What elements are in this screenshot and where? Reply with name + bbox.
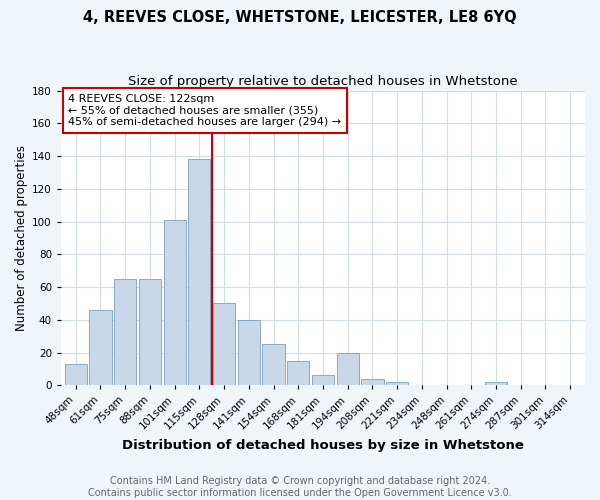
Bar <box>287 360 310 386</box>
Bar <box>164 220 186 386</box>
X-axis label: Distribution of detached houses by size in Whetstone: Distribution of detached houses by size … <box>122 440 524 452</box>
Title: Size of property relative to detached houses in Whetstone: Size of property relative to detached ho… <box>128 75 518 88</box>
Bar <box>386 382 408 386</box>
Bar <box>312 376 334 386</box>
Bar <box>89 310 112 386</box>
Bar <box>361 378 383 386</box>
Bar <box>485 382 507 386</box>
Text: 4 REEVES CLOSE: 122sqm
← 55% of detached houses are smaller (355)
45% of semi-de: 4 REEVES CLOSE: 122sqm ← 55% of detached… <box>68 94 341 127</box>
Bar <box>139 279 161 386</box>
Bar <box>262 344 284 386</box>
Bar <box>65 364 87 386</box>
Y-axis label: Number of detached properties: Number of detached properties <box>15 145 28 331</box>
Bar <box>213 304 235 386</box>
Text: 4, REEVES CLOSE, WHETSTONE, LEICESTER, LE8 6YQ: 4, REEVES CLOSE, WHETSTONE, LEICESTER, L… <box>83 10 517 25</box>
Bar <box>114 279 136 386</box>
Bar <box>238 320 260 386</box>
Text: Contains HM Land Registry data © Crown copyright and database right 2024.
Contai: Contains HM Land Registry data © Crown c… <box>88 476 512 498</box>
Bar <box>188 160 211 386</box>
Bar <box>337 352 359 386</box>
